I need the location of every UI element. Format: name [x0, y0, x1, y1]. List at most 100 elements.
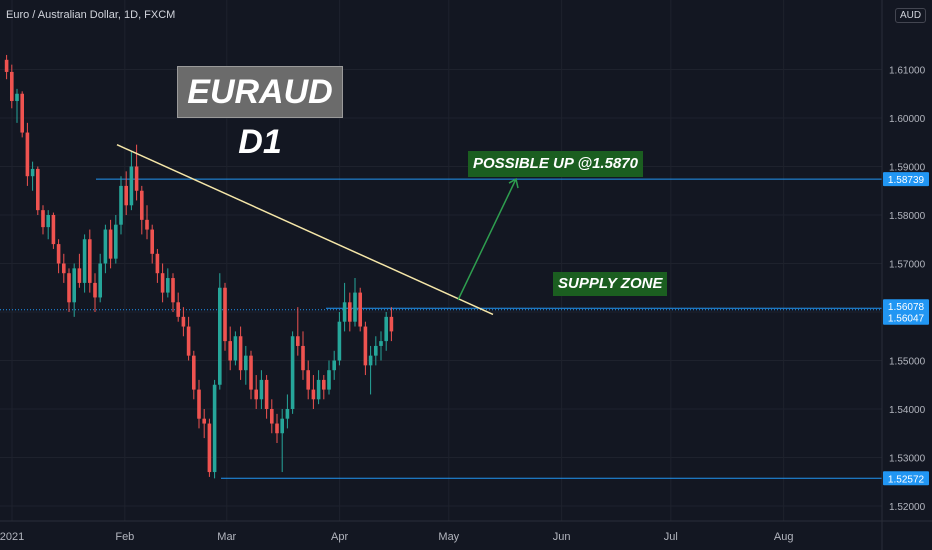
price-level-lines [0, 178, 882, 479]
x-tick-label: May [438, 531, 459, 543]
candle-body [4, 59, 9, 72]
candle-body [192, 355, 196, 390]
candle-body [93, 282, 97, 298]
candle-body [72, 268, 76, 303]
candle-body [108, 229, 113, 259]
descending-trendline[interactable] [116, 143, 494, 316]
candle-body [176, 302, 180, 317]
candle-body [379, 341, 383, 346]
up-arrow-head [508, 177, 519, 189]
candle-body [114, 224, 118, 259]
candle-body [145, 219, 149, 230]
candle-body [389, 316, 394, 332]
price-level-tag-label: 1.56047 [888, 314, 925, 325]
price-level-tag-label: 1.58739 [888, 175, 925, 186]
candle-body [197, 389, 201, 419]
supply-zone-label: SUPPLY ZONE [553, 272, 668, 296]
y-tick-label: 1.53000 [889, 454, 926, 465]
time-axis[interactable]: 2021 Feb Mar Apr May Jun Jul Aug [0, 531, 793, 543]
candle-body [358, 292, 362, 327]
candle-body [228, 341, 232, 361]
candle-body [327, 370, 331, 390]
candle-body [186, 326, 191, 356]
candle-body [155, 253, 160, 274]
y-tick-label: 1.57000 [889, 260, 926, 271]
candle-body [140, 190, 144, 220]
candle-body [348, 302, 352, 322]
candle-body [249, 355, 253, 390]
candle-body [119, 185, 123, 225]
candle-body [150, 229, 154, 254]
candle-body [223, 287, 227, 342]
price-level-tag [883, 310, 929, 325]
currency-label[interactable]: AUD [895, 8, 927, 23]
candle-body [280, 418, 284, 434]
price-level-tag [883, 172, 929, 187]
x-tick-label: 2021 [0, 531, 24, 543]
candle-body [374, 345, 378, 356]
x-tick-label: Jun [553, 531, 571, 543]
y-tick-label: 1.59000 [889, 163, 926, 174]
y-tick-label: 1.52000 [889, 502, 926, 513]
candle-body [124, 185, 128, 206]
x-tick-label: Mar [217, 531, 236, 543]
candle-body [46, 215, 50, 228]
candle-body [264, 379, 269, 409]
candle-body [218, 287, 222, 385]
candle-body [129, 166, 134, 206]
possible-up-label: POSSIBLE UP @1.5870 [468, 151, 643, 177]
candle-body [301, 345, 305, 371]
candlestick-series [4, 54, 394, 479]
x-tick-label: Feb [115, 531, 134, 543]
candle-body [285, 409, 290, 419]
candle-body [134, 166, 139, 191]
candle-body [62, 263, 66, 274]
candle-body [160, 273, 165, 293]
candle-body [296, 336, 300, 346]
candle-body [171, 278, 175, 303]
candle-body [56, 244, 61, 264]
candle-body [270, 409, 274, 424]
candle-body [290, 336, 295, 409]
y-tick-label: 1.54000 [889, 405, 926, 416]
candle-body [353, 292, 357, 322]
candle-body [98, 263, 102, 298]
candle-body [166, 278, 170, 293]
candle-body [244, 355, 248, 371]
candle-body [202, 418, 206, 424]
candle-body [384, 316, 388, 342]
candle-body [322, 379, 326, 390]
title-badge: EURAUD D1 [177, 66, 343, 161]
candle-body [10, 71, 14, 102]
price-level-tag [883, 299, 929, 314]
candle-body [363, 326, 368, 366]
x-tick-label: Jul [664, 531, 678, 543]
price-level-tag-label: 1.52572 [888, 474, 925, 485]
candle-body [311, 389, 316, 400]
y-tick-label: 1.58000 [889, 211, 926, 222]
candle-body [332, 360, 336, 371]
candle-body [181, 316, 186, 327]
candle-body [306, 370, 310, 390]
candle-body [41, 210, 45, 228]
price-axis[interactable]: 1.520001.530001.540001.550001.560001.570… [883, 66, 929, 514]
candle-body [254, 389, 258, 400]
y-tick-label: 1.55000 [889, 357, 926, 368]
candle-body [212, 384, 217, 473]
candle-body [25, 132, 30, 177]
candle-body [337, 321, 342, 361]
candle-body [67, 273, 71, 303]
candle-body [259, 379, 264, 400]
y-tick-label: 1.60000 [889, 114, 926, 125]
candle-body [275, 423, 279, 434]
y-tick-label: 1.61000 [889, 66, 926, 77]
candle-body [82, 239, 87, 283]
x-tick-label: Apr [331, 531, 348, 543]
up-arrow[interactable] [457, 178, 517, 301]
candle-body [88, 239, 92, 283]
candle-body [207, 423, 212, 473]
candle-body [20, 93, 24, 133]
candle-body [30, 168, 35, 177]
